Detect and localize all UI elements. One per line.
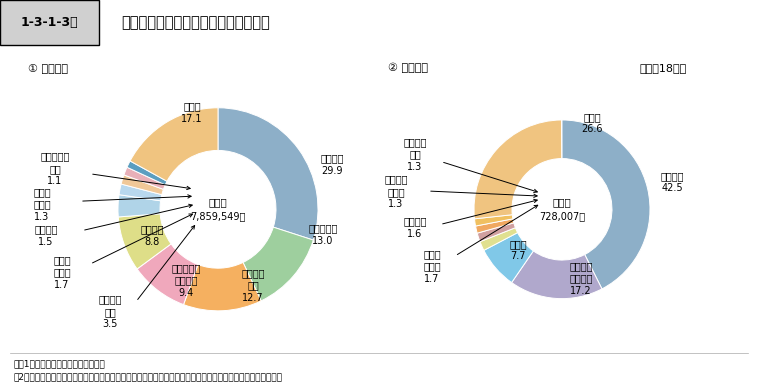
Text: 道交違反取締件数の違反態様別構成比: 道交違反取締件数の違反態様別構成比 <box>121 15 270 30</box>
Wedge shape <box>121 175 164 195</box>
Wedge shape <box>475 219 514 233</box>
Text: 一時停止
違反
12.7: 一時停止 違反 12.7 <box>241 268 265 303</box>
Text: その他
17.1: その他 17.1 <box>181 102 202 124</box>
Text: 免許証
不携帯
1.7: 免許証 不携帯 1.7 <box>423 249 441 284</box>
Text: ② 送致件数: ② 送致件数 <box>388 63 428 73</box>
Wedge shape <box>475 215 513 226</box>
Text: 速度超過
29.9: 速度超過 29.9 <box>320 153 343 176</box>
Wedge shape <box>130 108 218 181</box>
Wedge shape <box>478 223 515 242</box>
Text: ① 告知件数: ① 告知件数 <box>28 63 68 73</box>
Text: 酒気帯び
・酒酔い
17.2: 酒気帯び ・酒酔い 17.2 <box>569 261 593 296</box>
Wedge shape <box>218 108 318 240</box>
Text: 無免許
7.7: 無免許 7.7 <box>509 239 527 261</box>
Text: 信号無視
1.6: 信号無視 1.6 <box>403 216 427 239</box>
Text: 総　数: 総 数 <box>208 197 227 207</box>
Text: 駐停車違反
13.0: 駐停車違反 13.0 <box>309 223 337 246</box>
Wedge shape <box>183 262 262 311</box>
Wedge shape <box>137 244 198 305</box>
Text: 速度超過
42.5: 速度超過 42.5 <box>660 171 684 193</box>
Wedge shape <box>243 227 313 301</box>
Wedge shape <box>119 184 161 201</box>
FancyBboxPatch shape <box>0 0 99 45</box>
Wedge shape <box>512 251 602 299</box>
Text: その他
26.6: その他 26.6 <box>581 112 603 134</box>
Wedge shape <box>480 228 518 250</box>
Text: 728,007件: 728,007件 <box>539 211 585 222</box>
Wedge shape <box>484 232 534 282</box>
Wedge shape <box>127 161 167 185</box>
Wedge shape <box>124 167 165 190</box>
Text: 踏切不
停止等
1.7: 踏切不 停止等 1.7 <box>53 255 70 290</box>
Text: 免許証
不携帯
1.3: 免許証 不携帯 1.3 <box>33 187 51 222</box>
Text: （平成18年）: （平成18年） <box>640 63 688 73</box>
Text: 整備不良
1.5: 整備不良 1.5 <box>34 225 58 247</box>
Text: 信号無視
8.8: 信号無視 8.8 <box>140 225 164 247</box>
Text: 注　1　警察庁交通局の統計による。: 注 1 警察庁交通局の統計による。 <box>14 359 106 368</box>
Text: 7,859,549件: 7,859,549件 <box>190 211 246 222</box>
Wedge shape <box>118 214 171 269</box>
Text: 通行区分
違反
3.5: 通行区分 違反 3.5 <box>99 294 122 329</box>
Text: 2「送致件数」のうち，道路交通法違反に係るものは，非反則事件として直接送致手続を執った件数である。: 2「送致件数」のうち，道路交通法違反に係るものは，非反則事件として直接送致手続を… <box>14 372 283 381</box>
Text: 保管場所
法違反
1.3: 保管場所 法違反 1.3 <box>384 175 408 209</box>
Wedge shape <box>118 195 161 217</box>
Text: 右左折方法
違反
1.1: 右左折方法 違反 1.1 <box>40 151 70 186</box>
Wedge shape <box>474 120 562 219</box>
Text: 通行禁止・
制限違反
9.4: 通行禁止・ 制限違反 9.4 <box>171 263 201 298</box>
Text: 一時停止
違反
1.3: 一時停止 違反 1.3 <box>403 137 427 172</box>
Wedge shape <box>562 120 650 289</box>
Text: 1-3-1-3図: 1-3-1-3図 <box>20 16 78 29</box>
Text: 総　数: 総 数 <box>553 197 572 207</box>
